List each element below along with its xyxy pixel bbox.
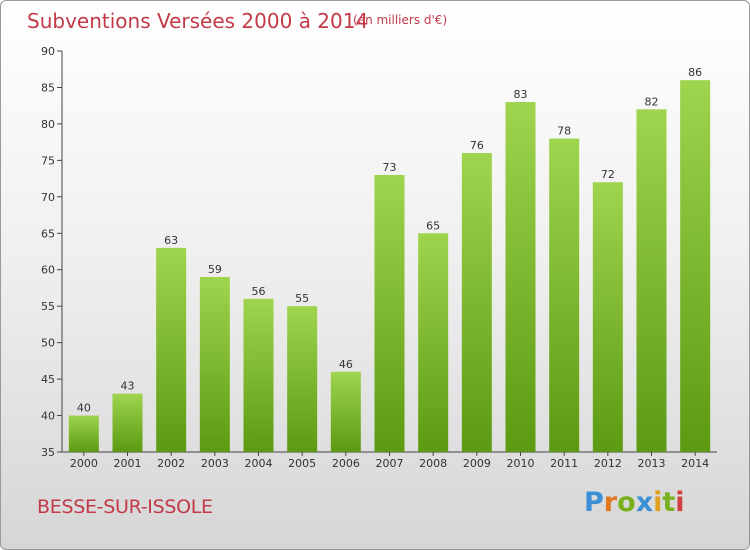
y-tick-label: 80 [41,118,55,131]
data-label-2014: 86 [688,66,702,79]
logo-letter: P [584,487,604,518]
y-tick-label: 45 [41,373,55,386]
x-tick-label-2013: 2013 [638,457,666,470]
x-axis: 2000 2001 2002 2003 2004 2005 2006 2007 2008 2009… [62,451,717,470]
bar-2002 [156,247,187,452]
x-tick-label-2012: 2012 [594,457,622,470]
chart-title: Subventions Versées 2000 à 2014 [27,9,369,33]
data-label-2007: 73 [383,161,397,174]
logo-letter: r [603,487,618,518]
x-tick-label-2010: 2010 [507,457,535,470]
y-tick-label: 35 [41,446,55,459]
x-tick-label-2006: 2006 [332,457,360,470]
location-name: BESSE-SUR-ISSOLE [37,496,213,518]
data-labels: 40 43 63 59 56 55 46 73 65 76 83 78 72 82 86 [77,66,702,414]
data-label-2002: 63 [164,234,178,247]
logo-letter: i [653,487,663,518]
x-tick-label-2000: 2000 [70,457,98,470]
bar-2003 [199,277,230,452]
x-tick-label-2001: 2001 [114,457,142,470]
bar-2007 [374,174,405,453]
y-tick-label: 85 [41,81,55,94]
data-label-2001: 43 [121,380,135,393]
bar-2011 [549,138,580,452]
logo-letter: i [675,487,685,518]
x-tick-label-2014: 2014 [681,457,709,470]
data-label-2013: 82 [645,95,659,108]
y-tick-label: 55 [41,300,55,313]
bar-2005 [287,306,318,452]
bar-2009 [461,153,492,452]
logo-letter: o [617,487,636,518]
x-tick-label-2009: 2009 [463,457,491,470]
data-label-2003: 59 [208,263,222,276]
x-tick-label-2008: 2008 [419,457,447,470]
chart-subtitle: (en milliers d'€) [353,13,448,27]
y-tick-label: 75 [41,154,55,167]
bar-2000 [68,415,99,452]
y-tick-label: 50 [41,337,55,350]
bar-2013 [636,109,667,452]
data-label-2009: 76 [470,139,484,152]
data-label-2008: 65 [426,219,440,232]
logo-letter: x [635,487,654,518]
data-label-2000: 40 [77,402,91,415]
data-label-2004: 56 [252,285,266,298]
x-tick-label-2007: 2007 [376,457,404,470]
y-tick-label: 90 [41,45,55,58]
x-tick-label-2004: 2004 [245,457,273,470]
bar-2014 [680,80,711,452]
bar-2012 [592,182,623,452]
bar-2006 [330,371,361,452]
y-tick-label: 60 [41,264,55,277]
proxiti-logo[interactable]: Proxiti [584,487,685,518]
bar-2004 [243,298,274,452]
logo-letter: t [662,487,676,518]
y-tick-label: 70 [41,191,55,204]
bars [68,80,711,453]
x-tick-label-2003: 2003 [201,457,229,470]
data-label-2011: 78 [557,124,571,137]
data-label-2012: 72 [601,168,615,181]
y-axis: 35 40 45 50 55 60 65 70 75 80 85 90 [41,45,63,459]
data-label-2010: 83 [514,88,528,101]
y-tick-label: 40 [41,410,55,423]
bar-2008 [418,233,449,452]
x-tick-label-2011: 2011 [550,457,578,470]
x-tick-label-2005: 2005 [288,457,316,470]
x-tick-label-2002: 2002 [157,457,185,470]
bar-2010 [505,102,536,452]
bar-2001 [112,393,143,452]
data-label-2006: 46 [339,358,353,371]
data-label-2005: 55 [295,292,309,305]
y-tick-label: 65 [41,227,55,240]
